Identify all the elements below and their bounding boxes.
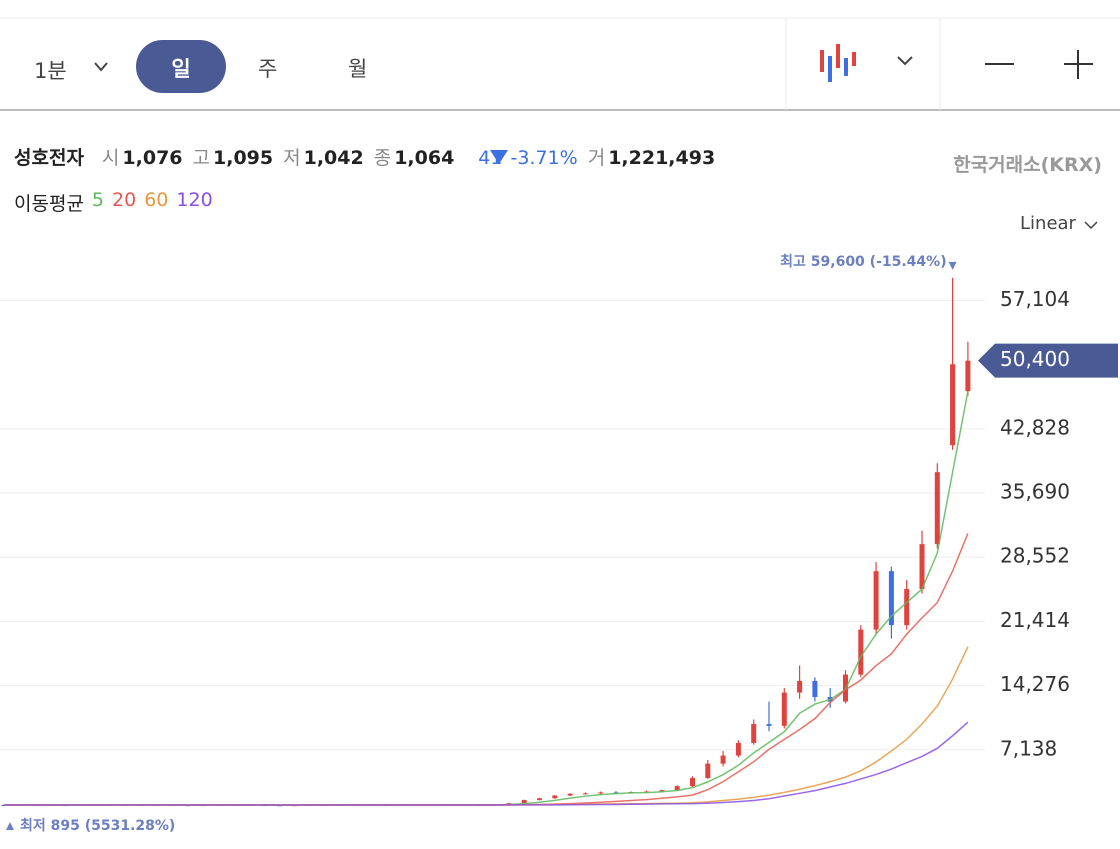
legend-entry: 20	[112, 189, 137, 211]
change-pct: -3.71%	[510, 147, 578, 169]
moving-average	[4, 533, 969, 806]
legend-entry: 120	[176, 189, 213, 211]
tab-active-bg[interactable]	[136, 40, 226, 93]
ma-title: 이동평균	[14, 193, 84, 215]
legend-entry: 5	[91, 189, 105, 211]
field-label: 종	[373, 147, 392, 169]
y-tick-label: 7,138	[1000, 736, 1057, 760]
legend-entry: 60	[144, 189, 169, 211]
tab-day[interactable]: 일	[171, 57, 191, 81]
candle-body	[705, 763, 711, 779]
scale-select[interactable]: Linear	[1020, 213, 1076, 234]
moving-average	[4, 721, 969, 806]
quote-info: 성호전자 시 1,076 고 1,095 저 1,042 종 1,064 41 -3.7…	[14, 143, 715, 170]
candle-body	[751, 724, 757, 743]
candle-body	[537, 798, 542, 801]
moving-average	[4, 646, 969, 806]
candle-body	[720, 755, 726, 764]
interval-chevron[interactable]	[94, 62, 108, 72]
y-tick-label: 57,104	[1000, 287, 1070, 311]
candle-body	[567, 793, 573, 796]
interval-select[interactable]: 1분	[34, 59, 67, 83]
field-value: 1,042	[303, 147, 364, 169]
candle-body	[659, 790, 665, 792]
high-marker	[948, 261, 957, 270]
chart-type-icon[interactable]	[820, 44, 856, 82]
price-tag-label: 50,400	[1000, 347, 1070, 371]
candle-body	[674, 786, 680, 791]
field-value: 1,076	[122, 147, 183, 169]
candle-body	[919, 544, 925, 590]
y-tick-label: 35,690	[1000, 479, 1070, 503]
tab-week[interactable]: 주	[258, 57, 278, 81]
high-annotation: 최고 59,600 (-15.44%)	[780, 254, 946, 270]
chart-type-chevron[interactable]	[897, 56, 913, 66]
candle-body	[690, 778, 695, 787]
field-label: 시	[101, 147, 120, 169]
candle-body	[950, 364, 956, 446]
candle-body	[904, 589, 910, 626]
scale-chevron[interactable]	[1084, 221, 1098, 230]
change: 41	[478, 147, 503, 169]
candle-body	[582, 793, 588, 795]
field-value: 1,095	[213, 147, 274, 169]
candle-body	[888, 571, 894, 626]
moving-average	[3, 391, 969, 806]
field-label: 저	[283, 147, 301, 169]
candle-body	[598, 792, 604, 794]
volume-label: 거	[587, 147, 606, 169]
tab-month[interactable]: 월	[348, 57, 368, 81]
candle-body	[766, 724, 772, 726]
candle-body	[858, 629, 864, 675]
y-tick-label: 14,276	[1000, 672, 1070, 696]
low-marker	[6, 822, 14, 830]
exchange: 한국거래소(KRX)	[953, 154, 1102, 176]
candle-body	[552, 795, 558, 799]
price-tag	[978, 343, 1118, 378]
candles	[1, 277, 971, 807]
y-tick-label: 21,414	[1000, 608, 1070, 632]
field-label: 고	[192, 147, 210, 169]
candle-body	[965, 360, 971, 392]
low-annotation: 최저 895 (5531.28%)	[20, 818, 175, 834]
field-value: 1,064	[394, 147, 455, 169]
stock-name: 성호전자	[14, 147, 84, 169]
candle-body	[812, 680, 818, 698]
candle-body	[781, 692, 787, 726]
volume: 1,221,493	[608, 147, 716, 169]
candle-body	[934, 472, 940, 545]
ma-legend: 이동평균 5 20 60 120	[14, 189, 213, 216]
candle-body	[873, 571, 879, 630]
candle-body	[521, 800, 527, 804]
y-tick-label: 28,552	[1000, 544, 1070, 568]
y-tick-label: 42,828	[1000, 415, 1070, 439]
candle-body	[797, 680, 803, 693]
change-arrow	[490, 150, 508, 164]
zoom-in[interactable]	[1064, 50, 1093, 79]
candle-body	[735, 742, 741, 756]
